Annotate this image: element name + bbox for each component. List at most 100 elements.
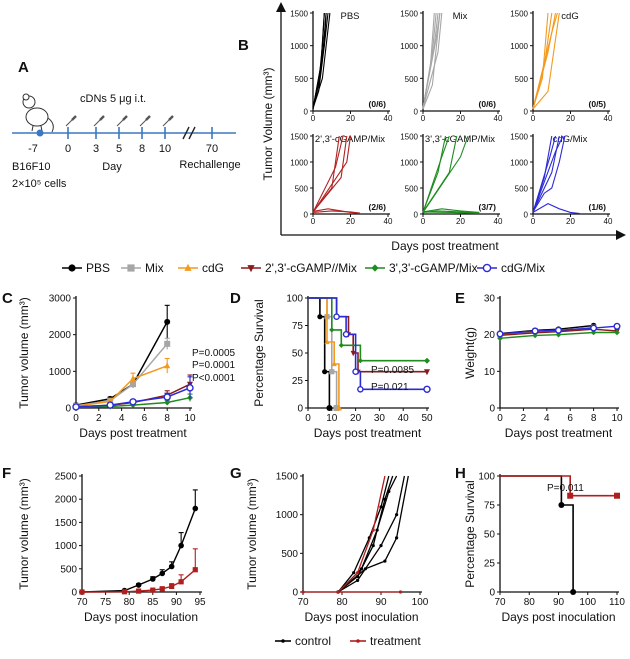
data-point bbox=[301, 590, 305, 594]
y-tick-label: 0 bbox=[524, 108, 529, 117]
x-tick-label: 40 bbox=[384, 114, 393, 123]
x-tick-label: 0 bbox=[497, 413, 503, 424]
legend-item: 2',3'-cGAMP//Mix bbox=[241, 261, 357, 275]
x-tick-label: 80 bbox=[124, 597, 136, 608]
y-tick-label: 1000 bbox=[49, 367, 72, 378]
y-axis-label: Weight(g) bbox=[463, 327, 477, 379]
series bbox=[72, 376, 194, 411]
x-tick-label: 40 bbox=[604, 217, 613, 226]
timeline-tick-label: 0 bbox=[65, 143, 71, 155]
legend-marker-icon bbox=[247, 265, 255, 273]
legend-item: 3',3'-cGAMP/Mix bbox=[365, 261, 478, 275]
y-tick-label: 1000 bbox=[290, 42, 308, 51]
x-tick-label: 2 bbox=[96, 413, 102, 424]
p-value-annotation: P=0.0005 bbox=[192, 348, 236, 359]
event-marker bbox=[333, 313, 340, 321]
syringe-icons bbox=[65, 115, 174, 127]
data-point bbox=[164, 318, 171, 325]
panel-c: 0 2 4 6 8 10 0 1000 2000 3000 Days post treatment T… bbox=[17, 294, 236, 441]
y-tick-label: 0 bbox=[489, 588, 495, 599]
p-value-annotation: P<0.0001 bbox=[192, 373, 236, 384]
panel-label-b: B bbox=[238, 37, 249, 54]
data-point bbox=[387, 489, 391, 494]
timeline-tick-label: -7 bbox=[28, 143, 38, 155]
growth-curve bbox=[422, 135, 469, 213]
series bbox=[73, 357, 171, 409]
growth-curve bbox=[312, 210, 360, 214]
y-tick-label: 1500 bbox=[55, 518, 78, 529]
event-marker bbox=[329, 327, 335, 333]
timeline-tick-label: 10 bbox=[159, 143, 171, 155]
growth-curve bbox=[532, 135, 553, 213]
y-tick-label: 3000 bbox=[49, 294, 72, 305]
y-tick-label: 0 bbox=[414, 211, 419, 220]
growth-curve bbox=[422, 12, 443, 109]
event-marker bbox=[336, 404, 342, 411]
x-tick-label: 0 bbox=[311, 114, 316, 123]
x-tick-label: 40 bbox=[494, 217, 503, 226]
data-point bbox=[163, 393, 171, 401]
x-axis-label: Days post treatment bbox=[505, 426, 613, 440]
data-point bbox=[356, 578, 360, 583]
censor-marker bbox=[614, 492, 620, 499]
series bbox=[496, 322, 621, 338]
subplot-title: 3',3'-cGAMP/Mix bbox=[425, 134, 495, 145]
p-value-annotation: P=0.0001 bbox=[192, 360, 236, 371]
subplot-fraction: (1/6) bbox=[589, 202, 607, 212]
panel-d: 0 10 20 30 40 50 0 25 50 75 100 Days post treatment… bbox=[252, 294, 433, 441]
y-tick-label: 1500 bbox=[400, 133, 418, 142]
y-tick-label: 1500 bbox=[290, 10, 308, 19]
timeline-tick-label: 5 bbox=[116, 143, 122, 155]
x-tick-label: 50 bbox=[421, 413, 433, 424]
timeline-tick-label: 3 bbox=[93, 143, 99, 155]
growth-curve bbox=[312, 135, 352, 213]
panel-b-x-arrow bbox=[616, 230, 626, 240]
timeline-tick-label: 8 bbox=[139, 143, 145, 155]
y-axis-label: Percentage Survival bbox=[463, 480, 477, 587]
growth-curve bbox=[422, 135, 458, 213]
day-label: Day bbox=[102, 161, 122, 173]
cell-line-label: B16F10 bbox=[12, 161, 51, 173]
event-marker bbox=[352, 368, 359, 376]
legend-marker-icon bbox=[371, 264, 379, 272]
data-point bbox=[379, 505, 383, 509]
x-tick-label: 0 bbox=[531, 217, 536, 226]
event-marker bbox=[357, 385, 364, 393]
y-tick-label: 75 bbox=[292, 321, 304, 332]
x-tick-label: 20 bbox=[346, 114, 355, 123]
y-tick-label: 500 bbox=[405, 185, 419, 194]
event-marker bbox=[338, 342, 344, 348]
event-marker bbox=[317, 314, 323, 320]
legend-marker-icon bbox=[356, 639, 360, 643]
growth-curve bbox=[422, 12, 441, 110]
p-value-annotation: P=0.0085 bbox=[371, 365, 415, 376]
y-tick-label: 50 bbox=[292, 349, 304, 360]
x-tick-label: 4 bbox=[119, 413, 125, 424]
growth-curve bbox=[337, 475, 409, 593]
y-tick-label: 0 bbox=[304, 211, 309, 220]
x-tick-label: 90 bbox=[171, 597, 183, 608]
y-tick-label: 25 bbox=[292, 376, 304, 387]
legend-label: cdG bbox=[202, 261, 224, 275]
subplot-fraction: (3/7) bbox=[479, 202, 497, 212]
event-marker bbox=[357, 358, 363, 364]
growth-curve bbox=[532, 12, 558, 109]
panel-label-a: A bbox=[18, 59, 29, 76]
x-tick-label: 20 bbox=[350, 413, 362, 424]
y-tick-label: 1500 bbox=[400, 10, 418, 19]
panel-b-subplots: 0 20 40 0 500 1000 1500 PBS (0/6) 0 20 40 0 500 1000 15… bbox=[290, 10, 613, 227]
data-point bbox=[379, 544, 383, 548]
event-marker bbox=[322, 369, 328, 375]
x-tick-label: 100 bbox=[579, 597, 596, 608]
data-point bbox=[555, 331, 562, 338]
x-tick-label: 6 bbox=[567, 413, 573, 424]
y-tick-label: 2000 bbox=[55, 495, 78, 506]
data-point bbox=[383, 559, 387, 563]
data-point bbox=[497, 335, 503, 342]
data-point bbox=[395, 536, 399, 540]
y-axis-label: Tumor volume (mm³) bbox=[17, 478, 31, 590]
y-tick-label: 0 bbox=[292, 588, 298, 599]
data-point bbox=[613, 322, 621, 330]
